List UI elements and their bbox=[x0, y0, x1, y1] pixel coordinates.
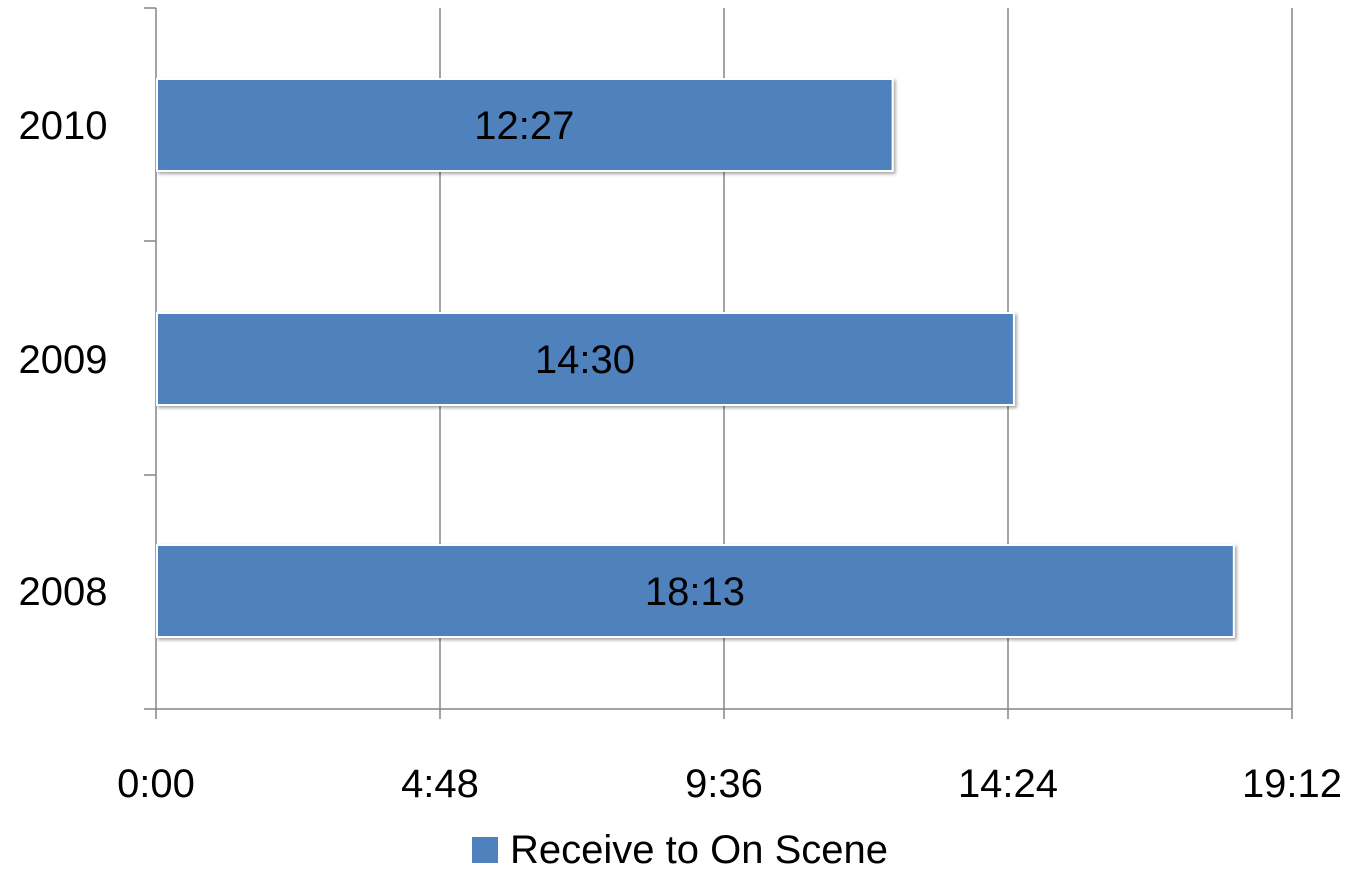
bars bbox=[156, 78, 1235, 638]
y-category-label: 2009 bbox=[19, 338, 108, 382]
bar-2009 bbox=[156, 312, 1015, 406]
bar-2008 bbox=[156, 544, 1235, 638]
x-tick-label: 19:12 bbox=[1242, 762, 1342, 806]
x-tick-label: 0:00 bbox=[117, 762, 195, 806]
x-tick-label: 14:24 bbox=[958, 762, 1058, 806]
labels: 0:00 4:48 9:36 14:24 19:12 2010 12:27 2009 14:30… bbox=[19, 104, 1343, 806]
data-label: 12:27 bbox=[474, 104, 574, 148]
data-label: 18:13 bbox=[645, 570, 745, 614]
x-tick-label: 4:48 bbox=[401, 762, 479, 806]
x-tick-label: 9:36 bbox=[685, 762, 763, 806]
bar-2010 bbox=[156, 78, 894, 172]
legend: Receive to On Scene bbox=[472, 825, 888, 875]
y-category-label: 2008 bbox=[19, 570, 108, 614]
data-label: 14:30 bbox=[535, 338, 635, 382]
legend-swatch bbox=[472, 837, 498, 863]
legend-label: Receive to On Scene bbox=[510, 827, 888, 872]
y-category-label: 2010 bbox=[19, 104, 108, 148]
